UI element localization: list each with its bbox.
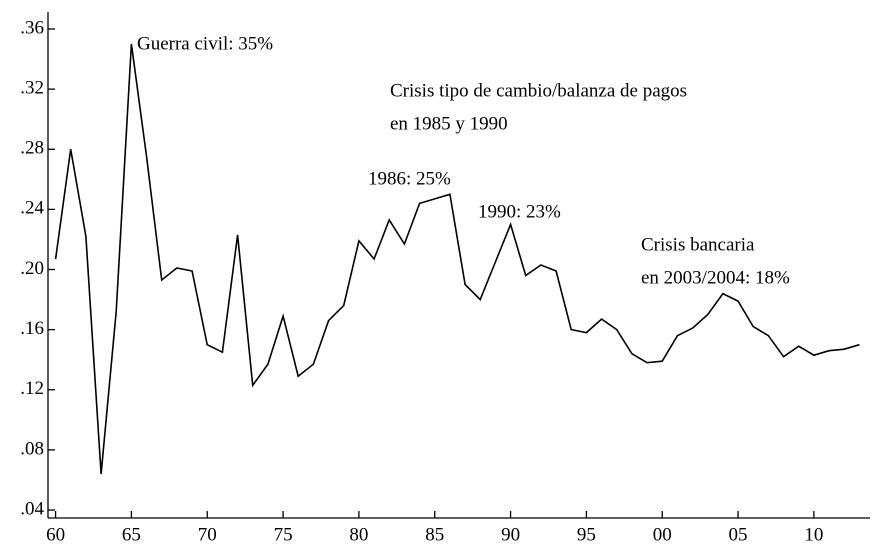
y-tick-label: .04: [20, 498, 44, 519]
x-tick-label: 00: [653, 524, 672, 545]
x-tick-label: 85: [425, 524, 444, 545]
y-tick-label: .24: [20, 198, 44, 219]
x-tick-label: 90: [501, 524, 520, 545]
annotation: 1986: 25%: [368, 168, 451, 189]
annotation: en 2003/2004: 18%: [641, 267, 790, 288]
x-tick-label: 05: [729, 524, 748, 545]
x-tick-label: 65: [122, 524, 141, 545]
annotation: Guerra civil: 35%: [137, 33, 273, 54]
y-tick-label: .28: [20, 138, 44, 159]
annotation: Crisis bancaria: [641, 234, 755, 255]
annotation: Crisis tipo de cambio/balanza de pagos: [390, 80, 687, 101]
line-series: [54, 43, 860, 475]
x-tick-label: 70: [198, 524, 217, 545]
y-tick-label: .36: [20, 17, 44, 38]
annotation: 1990: 23%: [478, 201, 561, 222]
x-tick-label: 95: [577, 524, 596, 545]
y-tick-label: .08: [20, 438, 44, 459]
x-tick-label: 10: [804, 524, 823, 545]
x-tick-label: 75: [274, 524, 293, 545]
y-tick-label: .32: [20, 77, 44, 98]
x-tick-label: 60: [46, 524, 65, 545]
y-tick-label: .20: [20, 258, 44, 279]
y-tick-label: .12: [20, 378, 44, 399]
y-tick-label: .16: [20, 318, 44, 339]
x-tick-label: 80: [349, 524, 368, 545]
annotation: en 1985 y 1990: [390, 113, 508, 134]
